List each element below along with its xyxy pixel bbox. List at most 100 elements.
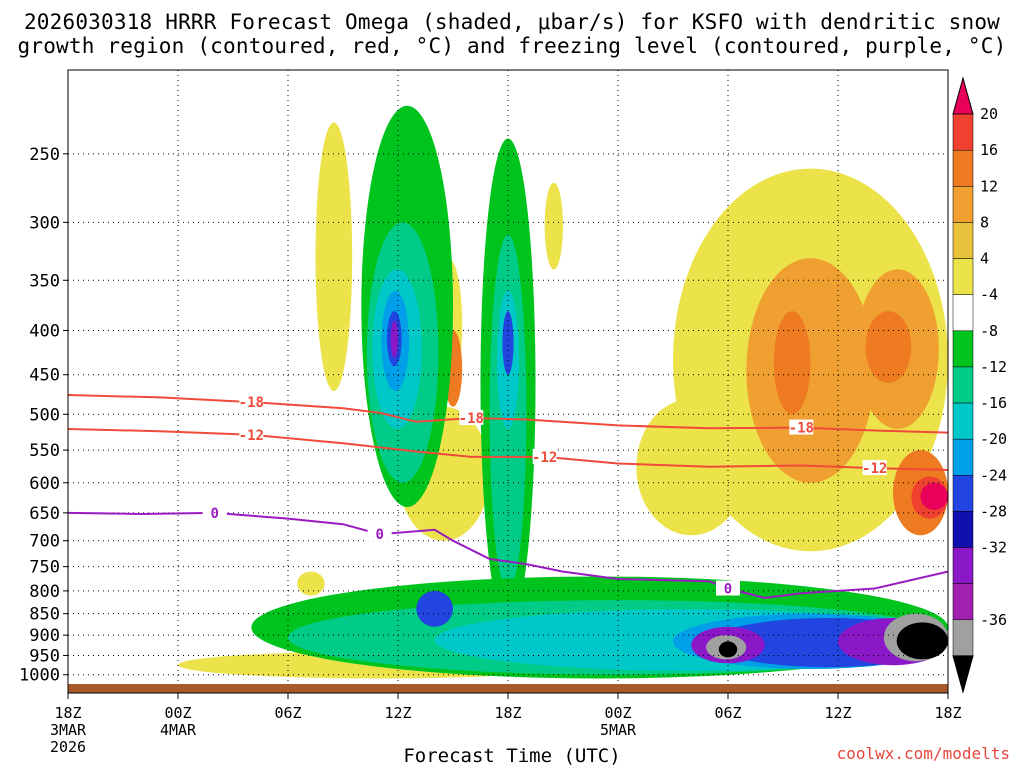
colorbar-seg-15 bbox=[952, 619, 974, 657]
colorbar-seg-6 bbox=[952, 294, 974, 332]
colorbar-seg-5 bbox=[952, 258, 974, 295]
chart-title-line-1: 2026030318 HRRR Forecast Omega (shaded, … bbox=[23, 10, 1001, 34]
ytick-label-500: 500 bbox=[29, 405, 60, 425]
colorbar: 20 16 12 8 4 -4 -8 -12 -16 -20 -24 -28 -32 -36 bbox=[952, 76, 1007, 694]
xtick-label-18: 12Z bbox=[384, 704, 411, 722]
freezing-level-label-bg-2 bbox=[716, 580, 740, 596]
freezing-level-label-bg-0 bbox=[202, 504, 227, 520]
ytick-label-900: 900 bbox=[29, 626, 60, 646]
ytick-label-600: 600 bbox=[29, 474, 60, 494]
y-axis: 2503003504004505005506006507007508008509… bbox=[19, 145, 68, 686]
ytick-label-250: 250 bbox=[29, 145, 60, 165]
xtick-date-0: 3MAR bbox=[50, 721, 87, 739]
dgz-cold-label-bg-0 bbox=[239, 394, 264, 410]
colorbar-label-1: 16 bbox=[980, 141, 998, 159]
xtick-date-30: 5MAR bbox=[600, 721, 637, 739]
ytick-label-300: 300 bbox=[29, 213, 60, 233]
dgz-cold-label-2: -18 bbox=[789, 421, 814, 437]
colorbar-seg-11 bbox=[952, 475, 974, 512]
colorbar-seg-7 bbox=[952, 330, 974, 368]
colorbar-seg-4 bbox=[952, 222, 974, 259]
dgz-cold-label-bg-1 bbox=[459, 410, 484, 426]
colorbar-label-10: -24 bbox=[980, 466, 1007, 484]
xtick-date-6: 4MAR bbox=[160, 721, 197, 739]
dgz-cold-label-bg-2 bbox=[789, 419, 814, 435]
ytick-label-800: 800 bbox=[29, 582, 60, 602]
grid-lines bbox=[67, 70, 949, 684]
dgz-warm-label-bg-2 bbox=[862, 460, 887, 476]
freezing-level-label-2: 0 bbox=[724, 582, 732, 598]
ytick-label-850: 850 bbox=[29, 605, 60, 625]
colorbar-label-2: 12 bbox=[980, 177, 998, 195]
omega-blob-low-black-1 bbox=[718, 641, 738, 658]
colorbar-top-arrow bbox=[952, 76, 974, 115]
omega-blob-orange-1 bbox=[746, 258, 875, 483]
ytick-label-950: 950 bbox=[29, 646, 60, 666]
colorbar-seg-1 bbox=[952, 113, 974, 151]
colorbar-seg-13 bbox=[952, 547, 974, 584]
xtick-label-24: 18Z bbox=[494, 704, 521, 722]
colorbar-label-4: 4 bbox=[980, 250, 989, 268]
ytick-label-550: 550 bbox=[29, 441, 60, 461]
omega-blob-warm-left-column bbox=[315, 122, 353, 392]
freezing-level-label-1: 0 bbox=[375, 527, 383, 543]
omega-blob-warm-top bbox=[544, 182, 563, 270]
ytick-label-750: 750 bbox=[29, 558, 60, 578]
contour-lines: -18 -18 -18 -12 -12 -12 0 0 0 bbox=[68, 394, 948, 599]
xtick-label-48: 18Z bbox=[934, 704, 961, 722]
dgz-warm-label-bg-0 bbox=[239, 426, 264, 442]
dgz-cold-label-0: -18 bbox=[239, 395, 264, 411]
omega-blob-warm-lower-left bbox=[297, 571, 325, 596]
chart-title-line-2: growth region (contoured, red, °C) and f… bbox=[17, 34, 1007, 58]
credit-link[interactable]: coolwx.com/modelts bbox=[836, 744, 1010, 763]
omega-blob-orange-5 bbox=[865, 311, 912, 383]
ytick-label-1000: 1000 bbox=[19, 666, 60, 686]
colorbar-label-5: -4 bbox=[980, 286, 998, 304]
colorbar-label-9: -20 bbox=[980, 430, 1007, 448]
colorbar-label-11: -28 bbox=[980, 502, 1007, 520]
omega-blob-pink bbox=[920, 482, 948, 510]
ytick-label-400: 400 bbox=[29, 321, 60, 341]
colorbar-seg-12 bbox=[952, 511, 974, 548]
colorbar-label-3: 8 bbox=[980, 213, 989, 231]
ytick-label-350: 350 bbox=[29, 271, 60, 291]
ytick-label-700: 700 bbox=[29, 532, 60, 552]
freezing-level-label-bg-1 bbox=[367, 526, 392, 542]
colorbar-seg-14 bbox=[952, 583, 974, 621]
colorbar-label-6: -8 bbox=[980, 322, 998, 340]
dgz-warm-label-2: -12 bbox=[862, 461, 887, 477]
omega-shading bbox=[177, 105, 948, 679]
colorbar-seg-2 bbox=[952, 149, 974, 187]
xtick-label-36: 06Z bbox=[714, 704, 741, 722]
ytick-label-650: 650 bbox=[29, 504, 60, 524]
xtick-label-6: 00Z bbox=[164, 704, 191, 722]
xtick-label-30: 00Z bbox=[604, 704, 631, 722]
colorbar-label-7: -12 bbox=[980, 358, 1007, 376]
colorbar-label-12: -32 bbox=[980, 539, 1007, 557]
omega-blob-tower-purple bbox=[390, 320, 399, 358]
xtick-label-12: 06Z bbox=[274, 704, 301, 722]
omega-blob-low-blue-spot bbox=[416, 590, 453, 627]
colorbar-label-13: -36 bbox=[980, 611, 1007, 629]
colorbar-label-8: -16 bbox=[980, 394, 1007, 412]
x-axis-title: Forecast Time (UTC) bbox=[403, 745, 621, 767]
ground-strip bbox=[68, 684, 948, 693]
omega-blob-orange-4 bbox=[773, 311, 811, 415]
xtick-label-0: 18Z bbox=[54, 704, 81, 722]
colorbar-seg-8 bbox=[952, 366, 974, 404]
xtick-year-0: 2026 bbox=[50, 738, 86, 756]
dgz-warm-label-1: -12 bbox=[532, 450, 557, 466]
dgz-cold-label-1: -18 bbox=[459, 411, 484, 427]
omega-blob-tower2-blue bbox=[502, 311, 514, 375]
colorbar-seg-9 bbox=[952, 402, 974, 440]
dgz-warm-line bbox=[68, 428, 948, 471]
dgz-warm-label-0: -12 bbox=[239, 428, 264, 444]
colorbar-seg-10 bbox=[952, 438, 974, 476]
freezing-level-line bbox=[68, 511, 948, 599]
omega-blob-low-black-2 bbox=[896, 622, 948, 660]
colorbar-seg-3 bbox=[952, 186, 974, 223]
freezing-level-label-0: 0 bbox=[210, 506, 218, 522]
xtick-label-42: 12Z bbox=[824, 704, 851, 722]
